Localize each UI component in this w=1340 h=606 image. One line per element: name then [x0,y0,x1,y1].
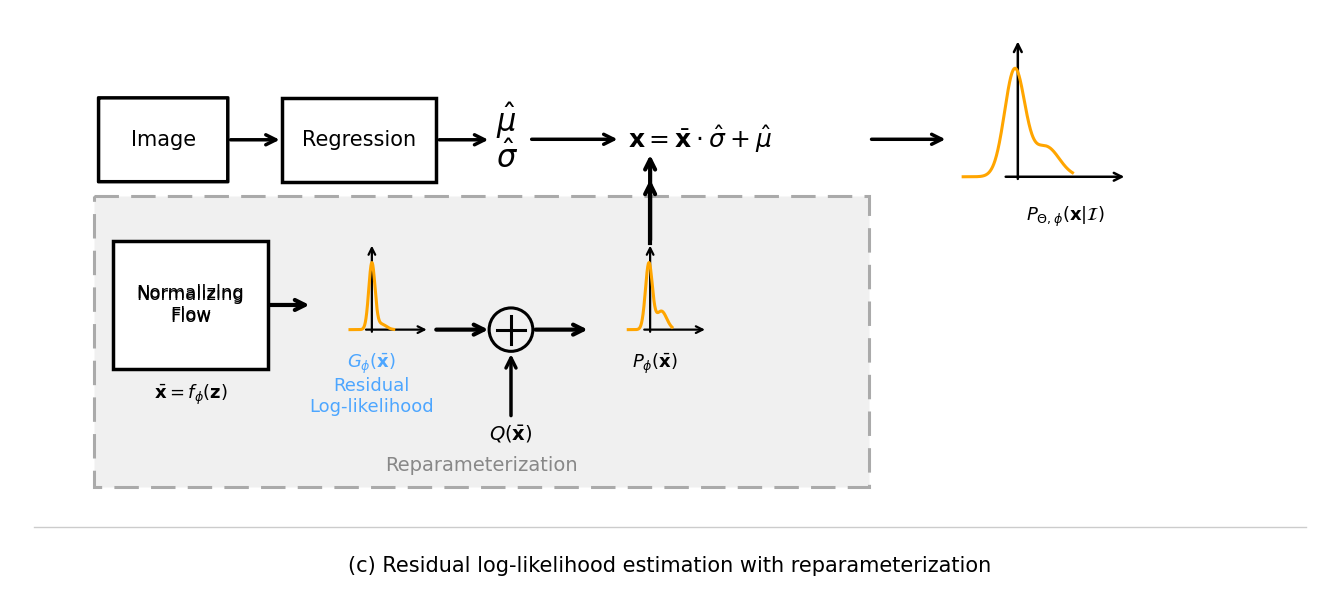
Text: Regression: Regression [303,130,417,150]
FancyBboxPatch shape [99,98,228,182]
Text: $\bar{\mathbf{x}} = f_{\phi}(\mathbf{z})$: $\bar{\mathbf{x}} = f_{\phi}(\mathbf{z})… [154,383,228,407]
Text: Normalizing: Normalizing [137,284,244,302]
Text: Flow: Flow [170,308,212,326]
FancyBboxPatch shape [94,196,868,487]
Text: Reparameterization: Reparameterization [385,456,578,475]
Text: $P_{\Theta,\phi}(\mathbf{x}|\mathcal{I})$: $P_{\Theta,\phi}(\mathbf{x}|\mathcal{I})… [1025,204,1104,228]
Text: $G_{\phi}(\bar{\mathbf{x}})$: $G_{\phi}(\bar{\mathbf{x}})$ [347,351,397,376]
Text: Normalizing
Flow: Normalizing Flow [137,285,244,324]
FancyBboxPatch shape [114,241,268,369]
Text: $\mathbf{x} = \bar{\mathbf{x}} \cdot \hat{\sigma} + \hat{\mu}$: $\mathbf{x} = \bar{\mathbf{x}} \cdot \ha… [628,124,772,155]
Text: $\hat{\sigma}$: $\hat{\sigma}$ [496,141,519,174]
Text: $Q(\bar{\mathbf{x}})$: $Q(\bar{\mathbf{x}})$ [489,424,533,444]
Text: (c) Residual log-likelihood estimation with reparameterization: (c) Residual log-likelihood estimation w… [348,556,992,576]
Text: $P_{\phi}(\bar{\mathbf{x}})$: $P_{\phi}(\bar{\mathbf{x}})$ [632,351,678,376]
Text: Residual
Log-likelihood: Residual Log-likelihood [310,377,434,416]
Text: $\hat{\mu}$: $\hat{\mu}$ [496,101,516,141]
FancyBboxPatch shape [283,98,437,182]
Text: Image: Image [130,130,196,150]
